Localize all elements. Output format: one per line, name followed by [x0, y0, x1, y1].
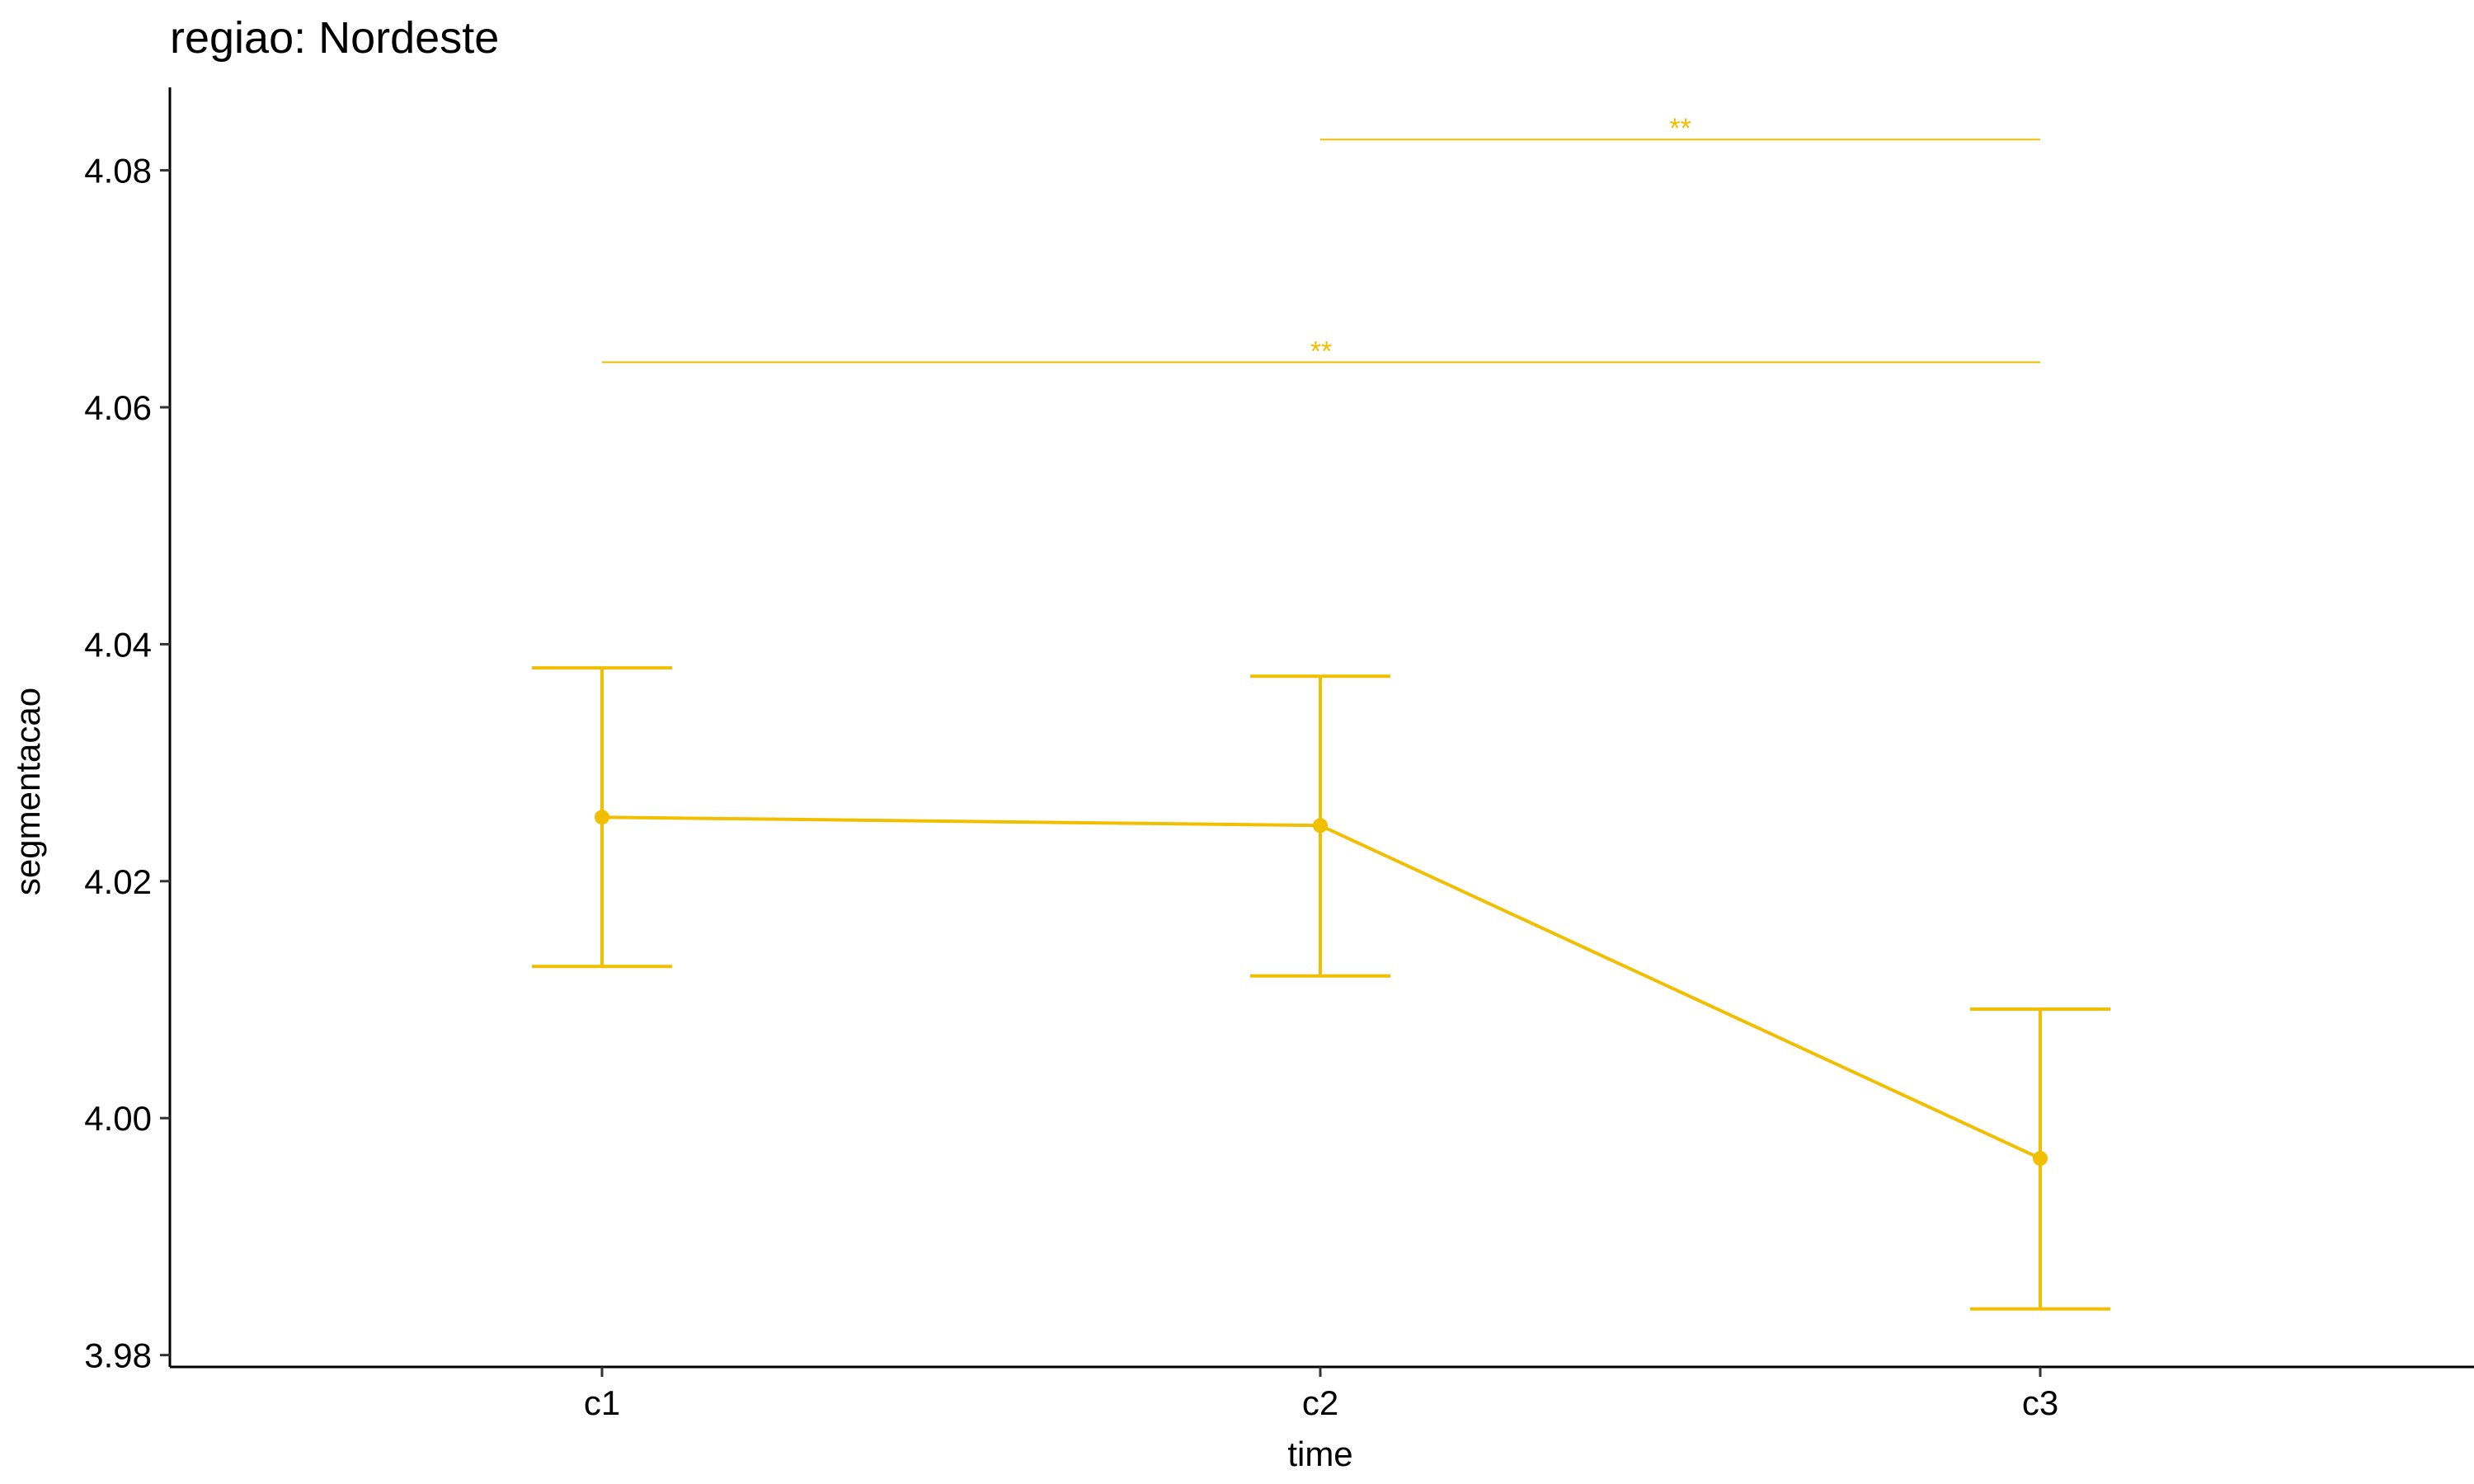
- data-point: [595, 810, 609, 825]
- y-axis-title: segmentacao: [8, 688, 47, 895]
- y-tick-label: 4.06: [84, 388, 152, 427]
- data-point: [1313, 818, 1328, 834]
- x-axis-title: time: [1287, 1435, 1352, 1473]
- y-tick-label: 3.98: [84, 1336, 152, 1375]
- x-tick-label: c3: [2022, 1383, 2058, 1422]
- x-tick-label: c2: [1302, 1383, 1338, 1422]
- y-tick-label: 4.08: [84, 152, 152, 190]
- plot-area: 3.98 4.00 4.02 4.04 4.06 4.08 c1 c2 c3 ** **: [84, 87, 2474, 1422]
- y-tick-label: 4.00: [84, 1099, 152, 1138]
- y-tick-label: 4.04: [84, 625, 152, 664]
- data-point: [2033, 1151, 2048, 1167]
- x-tick-label: c1: [584, 1383, 620, 1422]
- chart-title: regiao: Nordeste: [170, 13, 499, 63]
- significance-label: **: [1310, 336, 1332, 367]
- significance-label: **: [1669, 113, 1691, 144]
- y-tick-label: 4.02: [84, 862, 152, 901]
